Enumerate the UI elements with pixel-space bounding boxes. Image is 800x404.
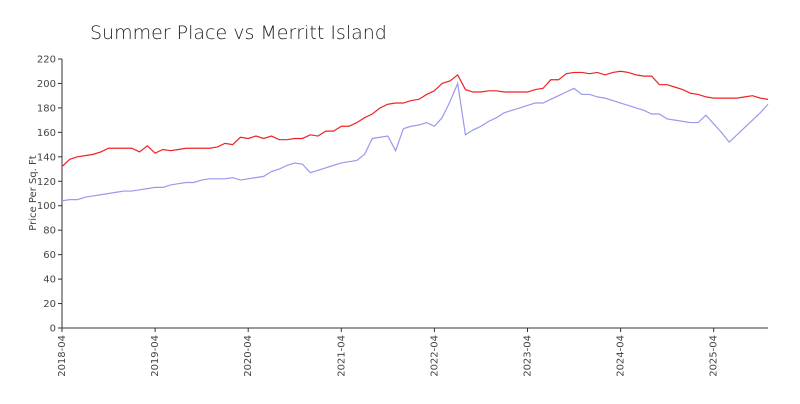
- x-tick-label: 2024-04: [616, 335, 627, 377]
- y-tick-label: 180: [37, 103, 56, 114]
- x-tick-label: 2020-04: [243, 335, 254, 377]
- y-tick-label: 0: [50, 324, 56, 335]
- x-tick-label: 2023-04: [522, 335, 533, 377]
- y-tick-label: 120: [37, 177, 56, 188]
- y-tick-label: 200: [37, 79, 56, 90]
- y-tick-label: 160: [37, 128, 56, 139]
- series-line: [61, 70, 769, 168]
- y-tick-label: 220: [37, 55, 56, 66]
- y-axis-label: Price Per Sq. Ft: [28, 155, 39, 230]
- x-tick-label: 2019-04: [150, 335, 161, 377]
- y-tick-label: 60: [43, 250, 56, 261]
- y-tick-label: 20: [43, 299, 56, 310]
- y-tick-label: 100: [37, 201, 56, 212]
- x-tick-label: 2018-04: [57, 335, 68, 377]
- chart-title: Summer Place vs Merritt Island: [90, 22, 387, 44]
- y-tick-label: 40: [43, 275, 56, 286]
- x-tick-label: 2025-04: [709, 335, 720, 377]
- x-tick-label: 2022-04: [429, 335, 440, 377]
- series-line: [61, 81, 769, 202]
- y-tick-label: 140: [37, 152, 56, 163]
- x-tick-label: 2021-04: [336, 335, 347, 377]
- y-tick-label: 80: [43, 226, 56, 237]
